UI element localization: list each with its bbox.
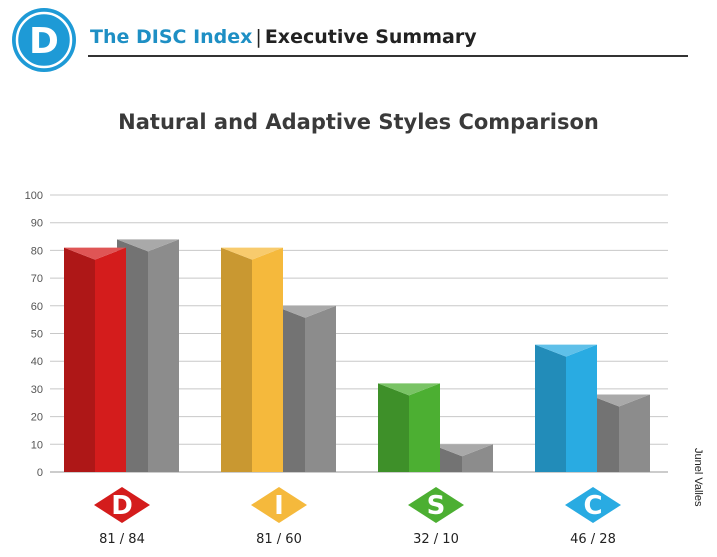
bar-i-adaptive: [274, 305, 336, 472]
category-value-label: 32 / 10: [413, 532, 459, 547]
disc-logo: D: [12, 8, 76, 72]
y-tick-label: 100: [25, 190, 43, 202]
category-badge-d: [94, 487, 150, 523]
bar-s-natural: [378, 383, 440, 472]
y-tick-label: 60: [31, 301, 43, 313]
logo-letter: D: [29, 21, 59, 62]
category-badge-s: [408, 487, 464, 523]
y-tick-label: 10: [31, 439, 43, 451]
y-tick-label: 0: [37, 467, 43, 479]
page-header: The DISC Index | Executive Summary: [90, 26, 477, 48]
category-value-label: 46 / 28: [570, 532, 616, 547]
category-value-label: 81 / 60: [256, 532, 302, 547]
category-letter: C: [583, 491, 602, 521]
y-tick-label: 90: [31, 218, 43, 230]
product-name: The DISC Index: [90, 26, 253, 48]
y-tick-label: 70: [31, 273, 43, 285]
bar-i-natural: [221, 247, 283, 472]
bar-s-adaptive: [431, 444, 493, 472]
header-separator: |: [255, 26, 262, 48]
y-tick-label: 20: [31, 412, 43, 424]
category-badge-i: [251, 487, 307, 523]
y-tick-label: 40: [31, 356, 43, 368]
category-badge-c: [565, 487, 621, 523]
category-letter: D: [111, 491, 133, 521]
bar-c-natural: [535, 344, 597, 472]
bar-d-natural: [64, 247, 126, 472]
header-rule: [88, 55, 688, 57]
y-tick-label: 50: [31, 329, 43, 341]
category-letter: I: [274, 491, 284, 521]
section-title: Executive Summary: [264, 26, 477, 48]
bar-d-adaptive: [117, 239, 179, 472]
bar-c-adaptive: [588, 394, 650, 472]
category-value-label: 81 / 84: [99, 532, 145, 547]
category-letter: S: [427, 491, 446, 521]
y-tick-label: 80: [31, 245, 43, 257]
chart-title: Natural and Adaptive Styles Comparison: [118, 110, 599, 134]
y-tick-label: 30: [31, 384, 43, 396]
author-credit: Junel Valles: [692, 448, 704, 507]
